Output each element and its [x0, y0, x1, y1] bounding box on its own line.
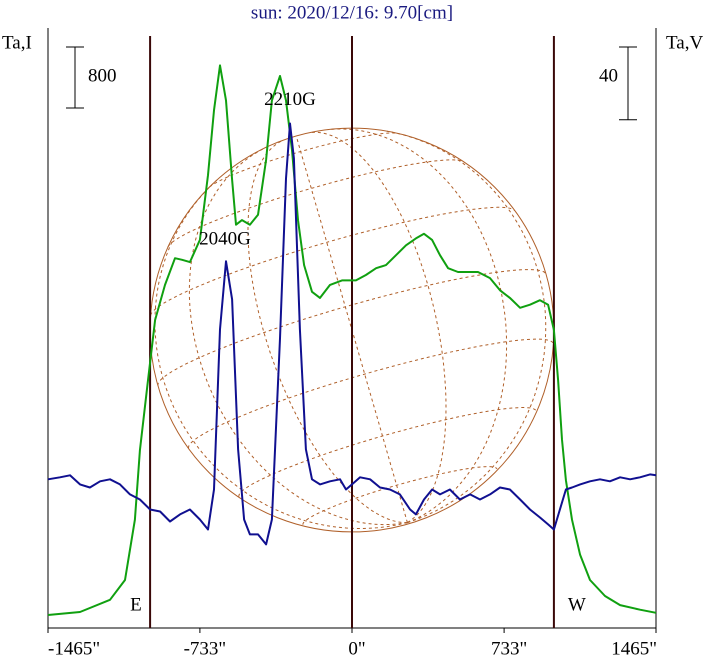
- disk-grid: [154, 179, 408, 530]
- disk-grid: [295, 135, 408, 523]
- disk-grid: [238, 407, 537, 497]
- y2-axis-label: Ta,V: [666, 32, 703, 53]
- x-tick-label: 733": [491, 638, 527, 659]
- scale-bar-label: 40: [599, 65, 618, 86]
- disk-grid: [150, 206, 516, 316]
- annotation: 2040G: [199, 228, 251, 249]
- disk-grid: [157, 269, 547, 386]
- scale-bar-label: 800: [88, 65, 117, 86]
- annotation: 2210G: [264, 89, 316, 110]
- disk-grid: [167, 159, 464, 248]
- limb-label: W: [568, 594, 586, 615]
- series-line: [47, 122, 657, 546]
- x-tick-label: -1465": [48, 638, 100, 659]
- disk-grid: [386, 130, 547, 524]
- disk-grid: [327, 128, 508, 524]
- disk-grid: [302, 466, 498, 525]
- limb-label: E: [130, 594, 142, 615]
- disk-grid: [187, 338, 554, 449]
- disk-grid: [209, 132, 397, 188]
- x-tick-label: 0": [348, 638, 365, 659]
- disk-grid: [247, 139, 408, 524]
- disk-grid: [309, 131, 447, 524]
- disk-grid: [188, 146, 408, 526]
- chart-title: sun: 2020/12/16: 9.70[cm]: [251, 2, 453, 23]
- x-tick-label: -733": [184, 638, 227, 659]
- series-line: [47, 64, 657, 616]
- x-tick-label: 1465": [611, 638, 657, 659]
- y-axis-label: Ta,I: [2, 32, 32, 53]
